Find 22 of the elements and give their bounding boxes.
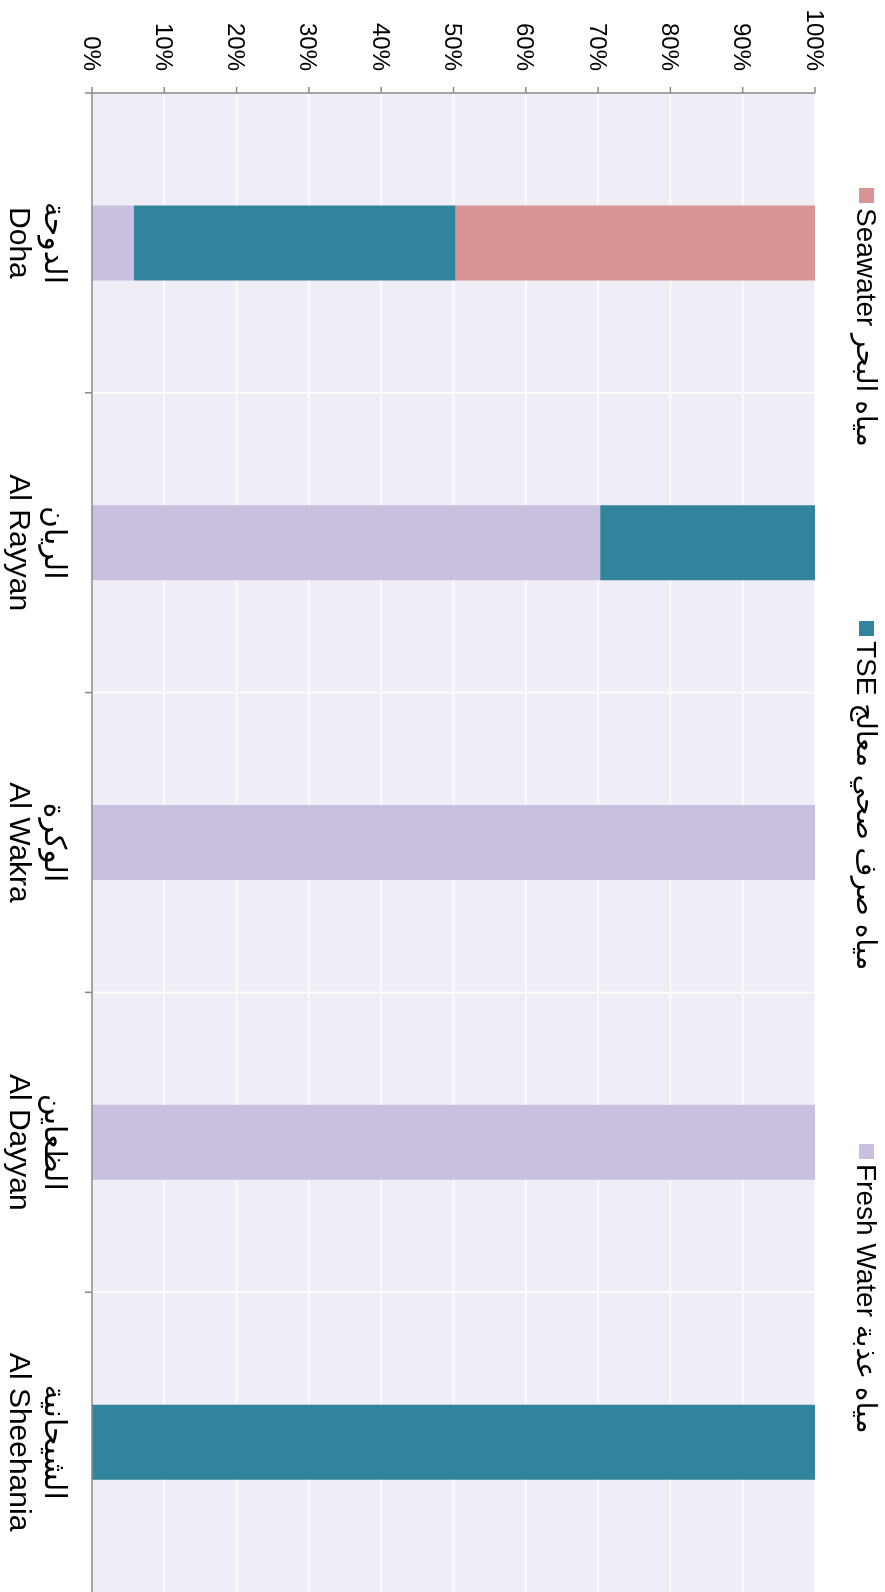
bar (600, 505, 815, 581)
bar (92, 805, 815, 881)
bar (92, 1404, 815, 1480)
x-tick-label: 90% (729, 22, 757, 71)
legend-label: Fresh Water مياه عذبة (850, 1163, 883, 1434)
bar (133, 205, 456, 281)
bar (92, 505, 601, 581)
x-tick-label: 60% (512, 22, 540, 71)
bar (92, 205, 134, 281)
legend-label: TSE مياه صرف صحي معالج (849, 640, 883, 970)
bar (92, 1104, 815, 1180)
x-tick-label: 100% (801, 9, 829, 71)
x-tick-label: 10% (150, 22, 178, 71)
legend-label: Seawater مياه البحر (849, 207, 883, 447)
x-tick-label: 70% (584, 22, 612, 71)
x-tick-label: 20% (223, 22, 251, 71)
x-tick-label: 0% (78, 36, 106, 71)
bar (455, 205, 815, 281)
x-tick-label: 30% (295, 22, 323, 71)
x-tick-label: 50% (440, 22, 467, 71)
x-tick-label: 40% (367, 22, 395, 71)
x-tick-label: 80% (656, 22, 684, 71)
